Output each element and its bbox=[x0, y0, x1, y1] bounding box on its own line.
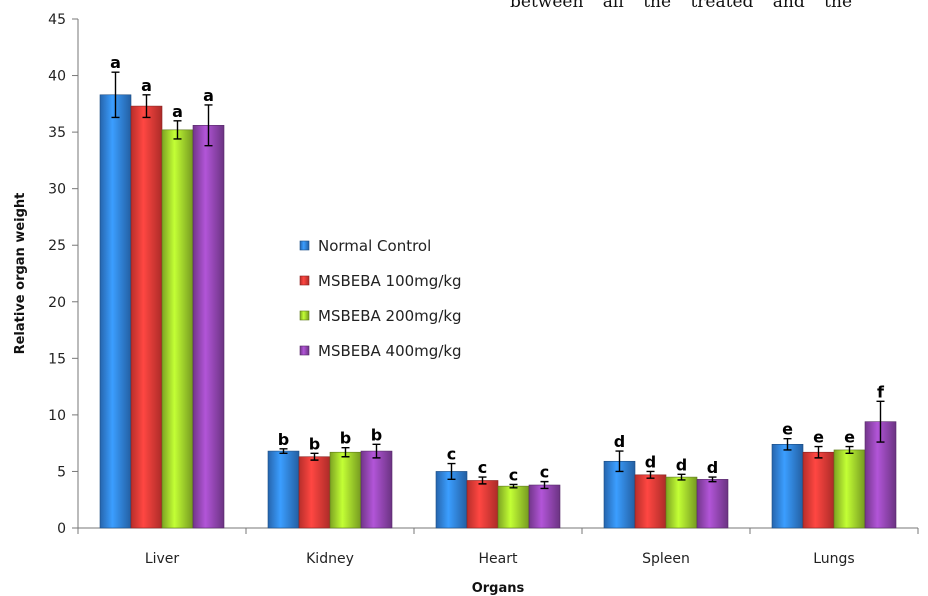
y-tick-label: 5 bbox=[57, 464, 66, 480]
y-tick-label: 45 bbox=[48, 12, 66, 28]
bar-lungs-series-2 bbox=[802, 451, 835, 529]
bar-lungs-series-3 bbox=[833, 449, 866, 529]
y-axis-title: Relative organ weight bbox=[13, 193, 28, 355]
x-axis-title: Organs bbox=[472, 581, 525, 596]
error-bar bbox=[876, 400, 885, 443]
bar-spleen-series-4 bbox=[696, 479, 729, 529]
legend-label: MSBEBA 100mg/kg bbox=[318, 272, 462, 290]
significance-letter: c bbox=[540, 463, 549, 482]
error-bar bbox=[478, 476, 487, 485]
y-tick-label: 35 bbox=[48, 125, 66, 141]
bar-heart-series-2 bbox=[466, 480, 499, 529]
significance-letter: a bbox=[203, 86, 214, 105]
significance-letter: e bbox=[813, 428, 824, 447]
error-bar bbox=[814, 445, 823, 459]
legend-swatch bbox=[299, 275, 310, 286]
x-tick-label: Liver bbox=[145, 551, 180, 567]
error-bar bbox=[310, 452, 319, 461]
bar-heart-series-3 bbox=[497, 485, 530, 529]
bar-liver-series-3 bbox=[161, 129, 194, 529]
y-tick-label: 10 bbox=[48, 408, 66, 424]
bar-heart-series-4 bbox=[528, 484, 561, 529]
error-bar bbox=[615, 450, 624, 473]
significance-letter: b bbox=[278, 430, 289, 449]
significance-letter: a bbox=[110, 53, 121, 72]
x-axis: Liver Kidney Heart Spleen Lungs bbox=[77, 527, 919, 567]
y-tick-label: 40 bbox=[48, 69, 66, 85]
error-bar bbox=[372, 443, 381, 459]
bar-liver-series-2 bbox=[130, 105, 163, 529]
error-bar bbox=[142, 94, 151, 119]
header-text-fragment: between all the treated and the bbox=[510, 0, 852, 12]
error-bar bbox=[279, 448, 288, 455]
significance-letter: a bbox=[172, 102, 183, 121]
legend-label: Normal Control bbox=[318, 237, 431, 255]
legend-swatch bbox=[299, 345, 310, 356]
bar-kidney-series-1 bbox=[267, 450, 300, 529]
error-bar bbox=[173, 120, 182, 140]
bar-kidney-series-4 bbox=[360, 450, 393, 529]
legend-swatch bbox=[299, 240, 310, 251]
error-bar bbox=[447, 462, 456, 481]
y-tick-label: 20 bbox=[48, 295, 66, 311]
x-tick-label: Heart bbox=[479, 551, 518, 567]
legend: Normal Control MSBEBA 100mg/kg MSBEBA 200m… bbox=[299, 237, 462, 360]
significance-letter: d bbox=[645, 452, 656, 471]
error-bar bbox=[677, 473, 686, 481]
significance-letter: c bbox=[478, 458, 487, 477]
legend-label: MSBEBA 200mg/kg bbox=[318, 307, 462, 325]
legend-swatch bbox=[299, 310, 310, 321]
significance-letter: a bbox=[141, 76, 152, 95]
error-bar bbox=[341, 446, 350, 458]
significance-letter: d bbox=[614, 432, 625, 451]
x-tick-label: Kidney bbox=[306, 551, 354, 567]
bars-group: a a a a b b b b c c c c d d d d e e e f bbox=[99, 53, 897, 529]
y-tick-label: 30 bbox=[48, 182, 66, 198]
bar-spleen-series-2 bbox=[634, 474, 667, 529]
error-bar bbox=[708, 476, 717, 483]
bar-liver-series-4 bbox=[192, 125, 225, 529]
significance-letter: c bbox=[447, 445, 456, 464]
significance-letter: b bbox=[371, 425, 382, 444]
bar-liver-series-1 bbox=[99, 94, 132, 529]
significance-letter: f bbox=[877, 382, 885, 401]
error-bar bbox=[111, 71, 120, 119]
y-tick-label: 25 bbox=[48, 238, 66, 254]
significance-letter: d bbox=[676, 455, 687, 474]
y-tick-label: 15 bbox=[48, 351, 66, 367]
y-tick-label: 0 bbox=[57, 521, 66, 537]
bar-kidney-series-2 bbox=[298, 456, 331, 529]
significance-letter: e bbox=[782, 420, 793, 439]
error-bar bbox=[646, 470, 655, 479]
error-bar bbox=[783, 437, 792, 451]
y-axis: 0 5 10 15 20 25 30 35 40 45 bbox=[48, 12, 79, 537]
significance-letter: e bbox=[844, 428, 855, 447]
error-bar bbox=[845, 445, 854, 455]
significance-letter: b bbox=[340, 429, 351, 448]
x-tick-label: Spleen bbox=[642, 551, 690, 567]
significance-letter: c bbox=[509, 465, 518, 484]
bar-spleen-series-3 bbox=[665, 476, 698, 529]
bar-lungs-series-1 bbox=[771, 443, 804, 529]
error-bar bbox=[204, 104, 213, 147]
significance-letter: b bbox=[309, 434, 320, 453]
bar-kidney-series-3 bbox=[329, 451, 362, 529]
error-bar bbox=[509, 483, 518, 489]
significance-letter: d bbox=[707, 458, 718, 477]
error-bar bbox=[540, 480, 549, 490]
bar-spleen-series-1 bbox=[603, 460, 636, 529]
x-tick-label: Lungs bbox=[813, 551, 854, 567]
legend-label: MSBEBA 400mg/kg bbox=[318, 342, 462, 360]
